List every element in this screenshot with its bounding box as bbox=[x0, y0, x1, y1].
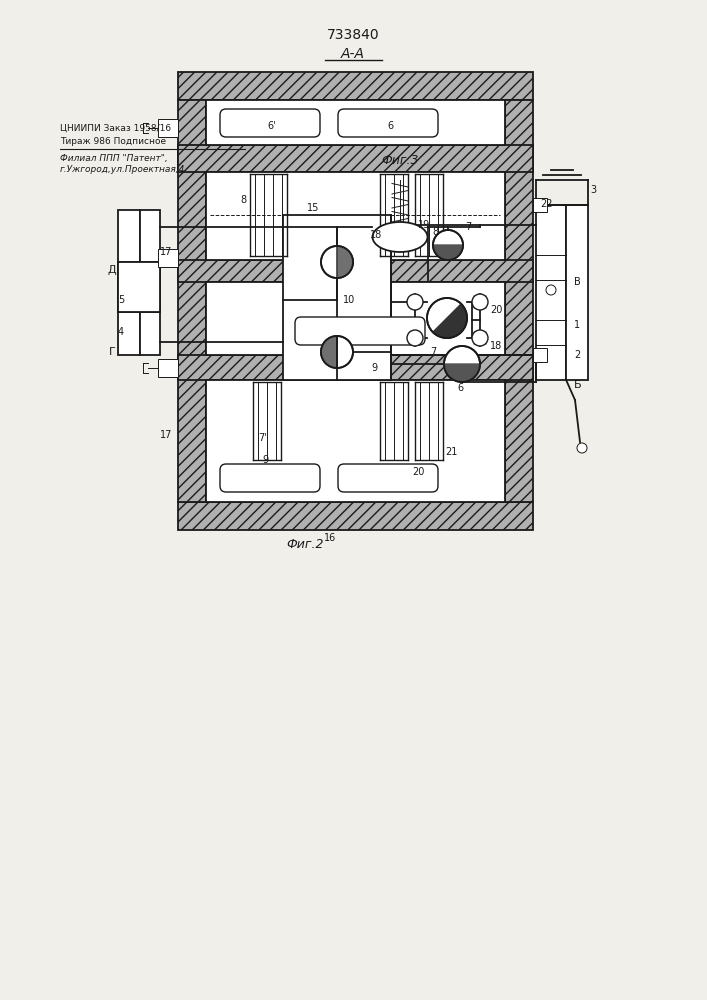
Text: 7: 7 bbox=[430, 347, 436, 357]
Text: 6: 6 bbox=[457, 383, 463, 393]
Bar bbox=[206, 380, 505, 502]
FancyBboxPatch shape bbox=[295, 317, 425, 345]
Bar bbox=[206, 282, 505, 355]
Text: В: В bbox=[574, 277, 580, 287]
Text: Фиг.3: Фиг.3 bbox=[381, 153, 419, 166]
Bar bbox=[178, 145, 533, 172]
Circle shape bbox=[407, 294, 423, 310]
Text: 15: 15 bbox=[307, 203, 320, 213]
Text: 20: 20 bbox=[490, 305, 503, 315]
Circle shape bbox=[433, 230, 463, 260]
Text: 9: 9 bbox=[372, 363, 378, 373]
Text: Г: Г bbox=[109, 347, 115, 357]
Text: Д: Д bbox=[107, 265, 117, 275]
Bar bbox=[533, 348, 547, 362]
Circle shape bbox=[407, 330, 423, 346]
Text: 17: 17 bbox=[160, 430, 173, 440]
Circle shape bbox=[472, 330, 488, 346]
FancyBboxPatch shape bbox=[220, 464, 320, 492]
Bar bbox=[118, 262, 160, 312]
Text: г.Ужгород,ул.Проектная,4: г.Ужгород,ул.Проектная,4 bbox=[60, 165, 185, 174]
Bar bbox=[206, 100, 505, 145]
Bar bbox=[178, 355, 533, 380]
Text: ЦНИИПИ Заказ 1958/16: ЦНИИПИ Заказ 1958/16 bbox=[60, 123, 171, 132]
Polygon shape bbox=[433, 304, 467, 338]
Text: Филиал ППП "Патент",: Филиал ППП "Патент", bbox=[60, 153, 168, 162]
Bar bbox=[566, 205, 588, 380]
Bar bbox=[178, 502, 533, 530]
Circle shape bbox=[444, 346, 480, 382]
Bar bbox=[158, 249, 178, 267]
Bar bbox=[206, 172, 505, 260]
FancyBboxPatch shape bbox=[338, 464, 438, 492]
Circle shape bbox=[546, 285, 556, 295]
Text: 18: 18 bbox=[370, 230, 382, 240]
Text: 8: 8 bbox=[432, 227, 438, 237]
Text: 21: 21 bbox=[445, 447, 457, 457]
Text: 3: 3 bbox=[590, 185, 596, 195]
FancyBboxPatch shape bbox=[220, 109, 320, 137]
Polygon shape bbox=[433, 245, 463, 260]
Circle shape bbox=[472, 294, 488, 310]
Text: 5: 5 bbox=[118, 295, 124, 305]
Bar bbox=[158, 359, 178, 377]
Text: 20: 20 bbox=[412, 467, 424, 477]
Text: 22: 22 bbox=[540, 199, 552, 209]
Polygon shape bbox=[444, 364, 480, 382]
Text: 7': 7' bbox=[258, 433, 267, 443]
Bar bbox=[533, 198, 547, 212]
Bar bbox=[178, 72, 533, 100]
Bar bbox=[158, 119, 178, 137]
FancyBboxPatch shape bbox=[338, 109, 438, 137]
Circle shape bbox=[321, 246, 353, 278]
Bar bbox=[283, 215, 391, 380]
Bar bbox=[178, 260, 533, 282]
Text: 8: 8 bbox=[240, 195, 246, 205]
Circle shape bbox=[321, 336, 353, 368]
Ellipse shape bbox=[373, 222, 428, 252]
Polygon shape bbox=[337, 246, 353, 278]
Text: Фиг.2: Фиг.2 bbox=[286, 538, 324, 552]
Bar bbox=[178, 100, 206, 502]
Text: 10: 10 bbox=[343, 295, 355, 305]
Text: 6': 6' bbox=[268, 121, 276, 131]
Bar bbox=[140, 210, 160, 355]
Bar bbox=[505, 100, 533, 502]
Text: Б: Б bbox=[574, 380, 582, 390]
Text: 2: 2 bbox=[574, 350, 580, 360]
Circle shape bbox=[427, 298, 467, 338]
Circle shape bbox=[577, 443, 587, 453]
Text: Тираж 986 Подписное: Тираж 986 Подписное bbox=[60, 137, 166, 146]
Text: 17: 17 bbox=[160, 247, 173, 257]
Text: 16: 16 bbox=[324, 533, 336, 543]
Text: 6: 6 bbox=[387, 121, 393, 131]
Bar bbox=[536, 205, 566, 380]
Bar bbox=[118, 210, 140, 355]
Text: 1: 1 bbox=[574, 320, 580, 330]
Text: А-А: А-А bbox=[341, 47, 365, 61]
Text: 9: 9 bbox=[262, 455, 268, 465]
Text: 18: 18 bbox=[490, 341, 502, 351]
Text: 7: 7 bbox=[465, 222, 472, 232]
Text: 19: 19 bbox=[418, 220, 431, 230]
Text: 733840: 733840 bbox=[327, 28, 380, 42]
Text: 4: 4 bbox=[118, 327, 124, 337]
Polygon shape bbox=[321, 336, 337, 368]
